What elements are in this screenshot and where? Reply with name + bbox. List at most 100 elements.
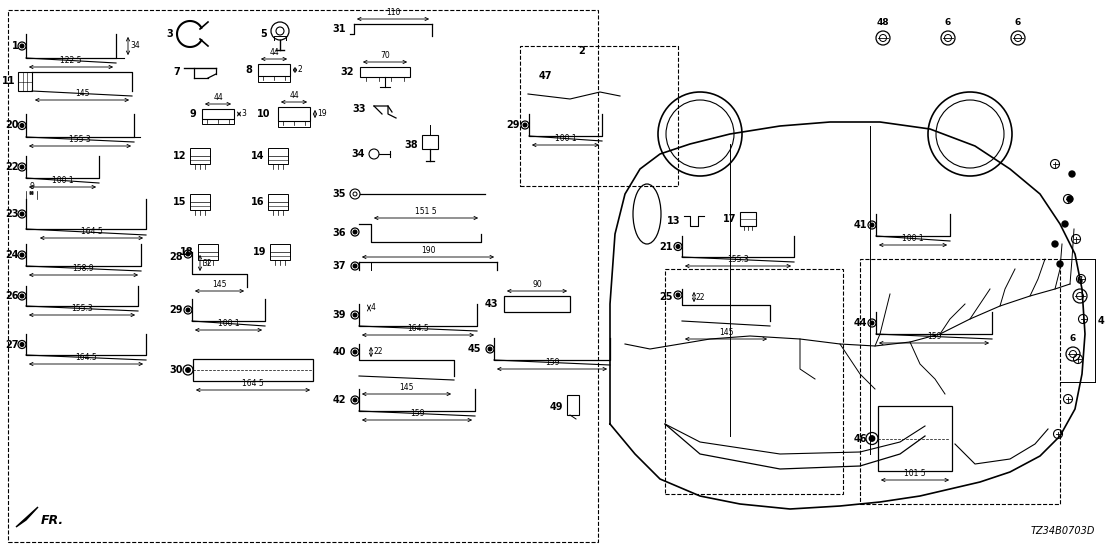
- Text: 39: 39: [332, 310, 346, 320]
- Text: 16: 16: [250, 197, 264, 207]
- Text: 40: 40: [332, 347, 346, 357]
- Text: 41: 41: [853, 220, 866, 230]
- Text: 44: 44: [289, 91, 299, 100]
- Text: 122 5: 122 5: [60, 56, 82, 65]
- Circle shape: [186, 368, 191, 372]
- Text: 159: 159: [926, 332, 942, 341]
- Text: 155.3: 155.3: [727, 255, 749, 264]
- Text: 45: 45: [468, 344, 481, 354]
- Bar: [202, 109, 234, 119]
- Text: 100 1: 100 1: [217, 319, 239, 328]
- Text: 17: 17: [722, 214, 736, 224]
- Text: TZ34B0703D: TZ34B0703D: [1030, 526, 1095, 536]
- Text: 47: 47: [538, 71, 552, 81]
- Text: 145: 145: [719, 328, 733, 337]
- Text: 35: 35: [332, 189, 346, 199]
- Text: 145: 145: [74, 89, 90, 98]
- Text: 29: 29: [170, 305, 183, 315]
- Bar: [422, 135, 438, 149]
- Text: 22: 22: [696, 293, 706, 301]
- Text: 21: 21: [659, 242, 673, 252]
- Text: 32: 32: [340, 67, 353, 77]
- Text: 3: 3: [242, 110, 246, 119]
- Bar: [278, 107, 310, 121]
- Circle shape: [1061, 221, 1068, 227]
- Bar: [258, 64, 290, 76]
- Text: 6: 6: [1015, 18, 1022, 27]
- Text: 12: 12: [173, 151, 186, 161]
- Circle shape: [1069, 171, 1075, 177]
- Text: 158.9: 158.9: [73, 264, 94, 273]
- Circle shape: [20, 253, 23, 257]
- Bar: [202, 119, 234, 124]
- Text: 4: 4: [1098, 315, 1105, 326]
- Text: 151 5: 151 5: [416, 207, 437, 216]
- Text: 6: 6: [1070, 334, 1076, 343]
- Polygon shape: [16, 507, 38, 527]
- Text: 159: 159: [410, 409, 424, 418]
- Text: 9: 9: [29, 182, 34, 191]
- Text: 11: 11: [1, 76, 16, 86]
- Text: FR.: FR.: [41, 514, 64, 526]
- Text: 8: 8: [245, 65, 252, 75]
- Text: 28: 28: [170, 252, 183, 262]
- Text: 22: 22: [6, 162, 19, 172]
- Text: 25: 25: [659, 292, 673, 302]
- Circle shape: [20, 343, 23, 346]
- Circle shape: [353, 264, 357, 268]
- Circle shape: [489, 347, 492, 351]
- Text: 24: 24: [6, 250, 19, 260]
- Bar: [268, 148, 288, 164]
- Text: 42: 42: [332, 395, 346, 405]
- Text: 164.5: 164.5: [407, 324, 429, 333]
- Text: 32: 32: [202, 259, 212, 268]
- Text: 155.3: 155.3: [71, 304, 93, 313]
- Circle shape: [20, 294, 23, 298]
- Bar: [740, 212, 756, 226]
- Bar: [189, 194, 211, 210]
- Text: 101 5: 101 5: [904, 469, 926, 478]
- Text: 90: 90: [532, 280, 542, 289]
- Circle shape: [20, 44, 23, 48]
- Text: 1: 1: [12, 41, 19, 51]
- Circle shape: [20, 212, 23, 216]
- Text: 44: 44: [853, 318, 866, 328]
- Circle shape: [353, 230, 357, 234]
- Bar: [198, 244, 218, 260]
- Text: 164 5: 164 5: [243, 379, 264, 388]
- Text: 2: 2: [578, 46, 585, 56]
- Circle shape: [20, 124, 23, 127]
- Text: 37: 37: [332, 261, 346, 271]
- Text: 44: 44: [213, 93, 223, 102]
- Bar: [258, 76, 290, 82]
- Circle shape: [353, 350, 357, 354]
- Circle shape: [353, 398, 357, 402]
- Text: 110: 110: [386, 8, 400, 17]
- Text: 145: 145: [213, 280, 227, 289]
- Text: 33: 33: [352, 104, 366, 114]
- Text: 7: 7: [173, 67, 179, 77]
- Text: 100 1: 100 1: [52, 176, 73, 185]
- Text: 18: 18: [181, 247, 194, 257]
- Bar: [268, 194, 288, 210]
- Text: 44: 44: [269, 48, 279, 57]
- Text: 3: 3: [166, 29, 173, 39]
- Bar: [504, 296, 570, 312]
- Text: 22: 22: [373, 347, 382, 357]
- Bar: [278, 121, 310, 127]
- Text: 27: 27: [6, 340, 19, 350]
- Text: 70: 70: [380, 51, 390, 60]
- Text: 145: 145: [399, 383, 413, 392]
- Text: 190: 190: [421, 246, 435, 255]
- Text: 19: 19: [317, 110, 327, 119]
- Bar: [860, 259, 1060, 504]
- Text: 48: 48: [876, 18, 890, 27]
- Circle shape: [870, 321, 874, 325]
- Text: 34: 34: [130, 42, 140, 50]
- Text: 36: 36: [332, 228, 346, 238]
- Circle shape: [353, 313, 357, 317]
- Circle shape: [186, 308, 189, 312]
- Bar: [189, 148, 211, 164]
- Text: 6: 6: [1077, 276, 1084, 285]
- Circle shape: [1051, 241, 1058, 247]
